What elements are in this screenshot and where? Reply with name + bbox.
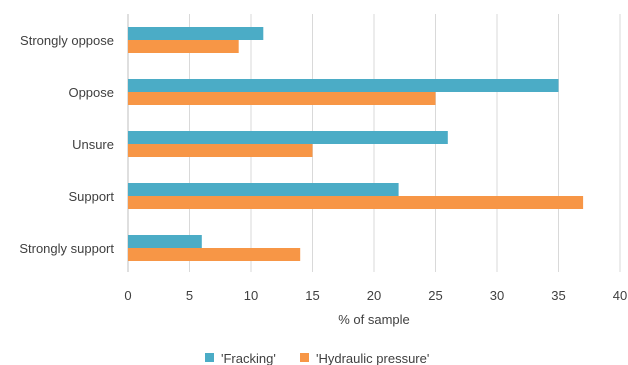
x-tick-label: 0: [124, 288, 131, 303]
legend-swatch: [205, 353, 214, 362]
x-tick-label: 10: [244, 288, 258, 303]
legend-label: 'Hydraulic pressure': [316, 351, 429, 365]
x-tick-label: 35: [551, 288, 565, 303]
bar-fracking: [128, 183, 399, 196]
x-tick-label: 40: [613, 288, 627, 303]
bar-fracking: [128, 79, 559, 92]
x-axis-title: % of sample: [338, 312, 410, 327]
bars: [128, 27, 584, 261]
category-labels: Strongly oppose Oppose Unsure Support Strong…: [19, 33, 114, 256]
category-label: Strongly oppose: [20, 33, 114, 48]
x-tick-label: 15: [305, 288, 319, 303]
legend-label: 'Fracking': [221, 351, 276, 365]
bar-hydraulic-pressure: [128, 196, 584, 209]
bar-hydraulic-pressure: [128, 248, 301, 261]
bar-fracking: [128, 131, 448, 144]
bar-hydraulic-pressure: [128, 92, 436, 105]
x-tick-label: 25: [428, 288, 442, 303]
legend-swatch: [300, 353, 309, 362]
bar-fracking: [128, 27, 264, 40]
x-tick-label: 5: [186, 288, 193, 303]
x-tick-labels: 0 5 10 15 20 25 30 35 40: [124, 288, 627, 303]
category-label: Unsure: [72, 137, 114, 152]
category-label: Support: [68, 189, 114, 204]
bar-fracking: [128, 235, 202, 248]
x-tick-label: 30: [490, 288, 504, 303]
bar-hydraulic-pressure: [128, 40, 239, 53]
category-label: Strongly support: [19, 241, 114, 256]
legend: 'Fracking' 'Hydraulic pressure': [205, 351, 429, 365]
category-label: Oppose: [68, 85, 114, 100]
bar-hydraulic-pressure: [128, 144, 313, 157]
x-tick-label: 20: [367, 288, 381, 303]
